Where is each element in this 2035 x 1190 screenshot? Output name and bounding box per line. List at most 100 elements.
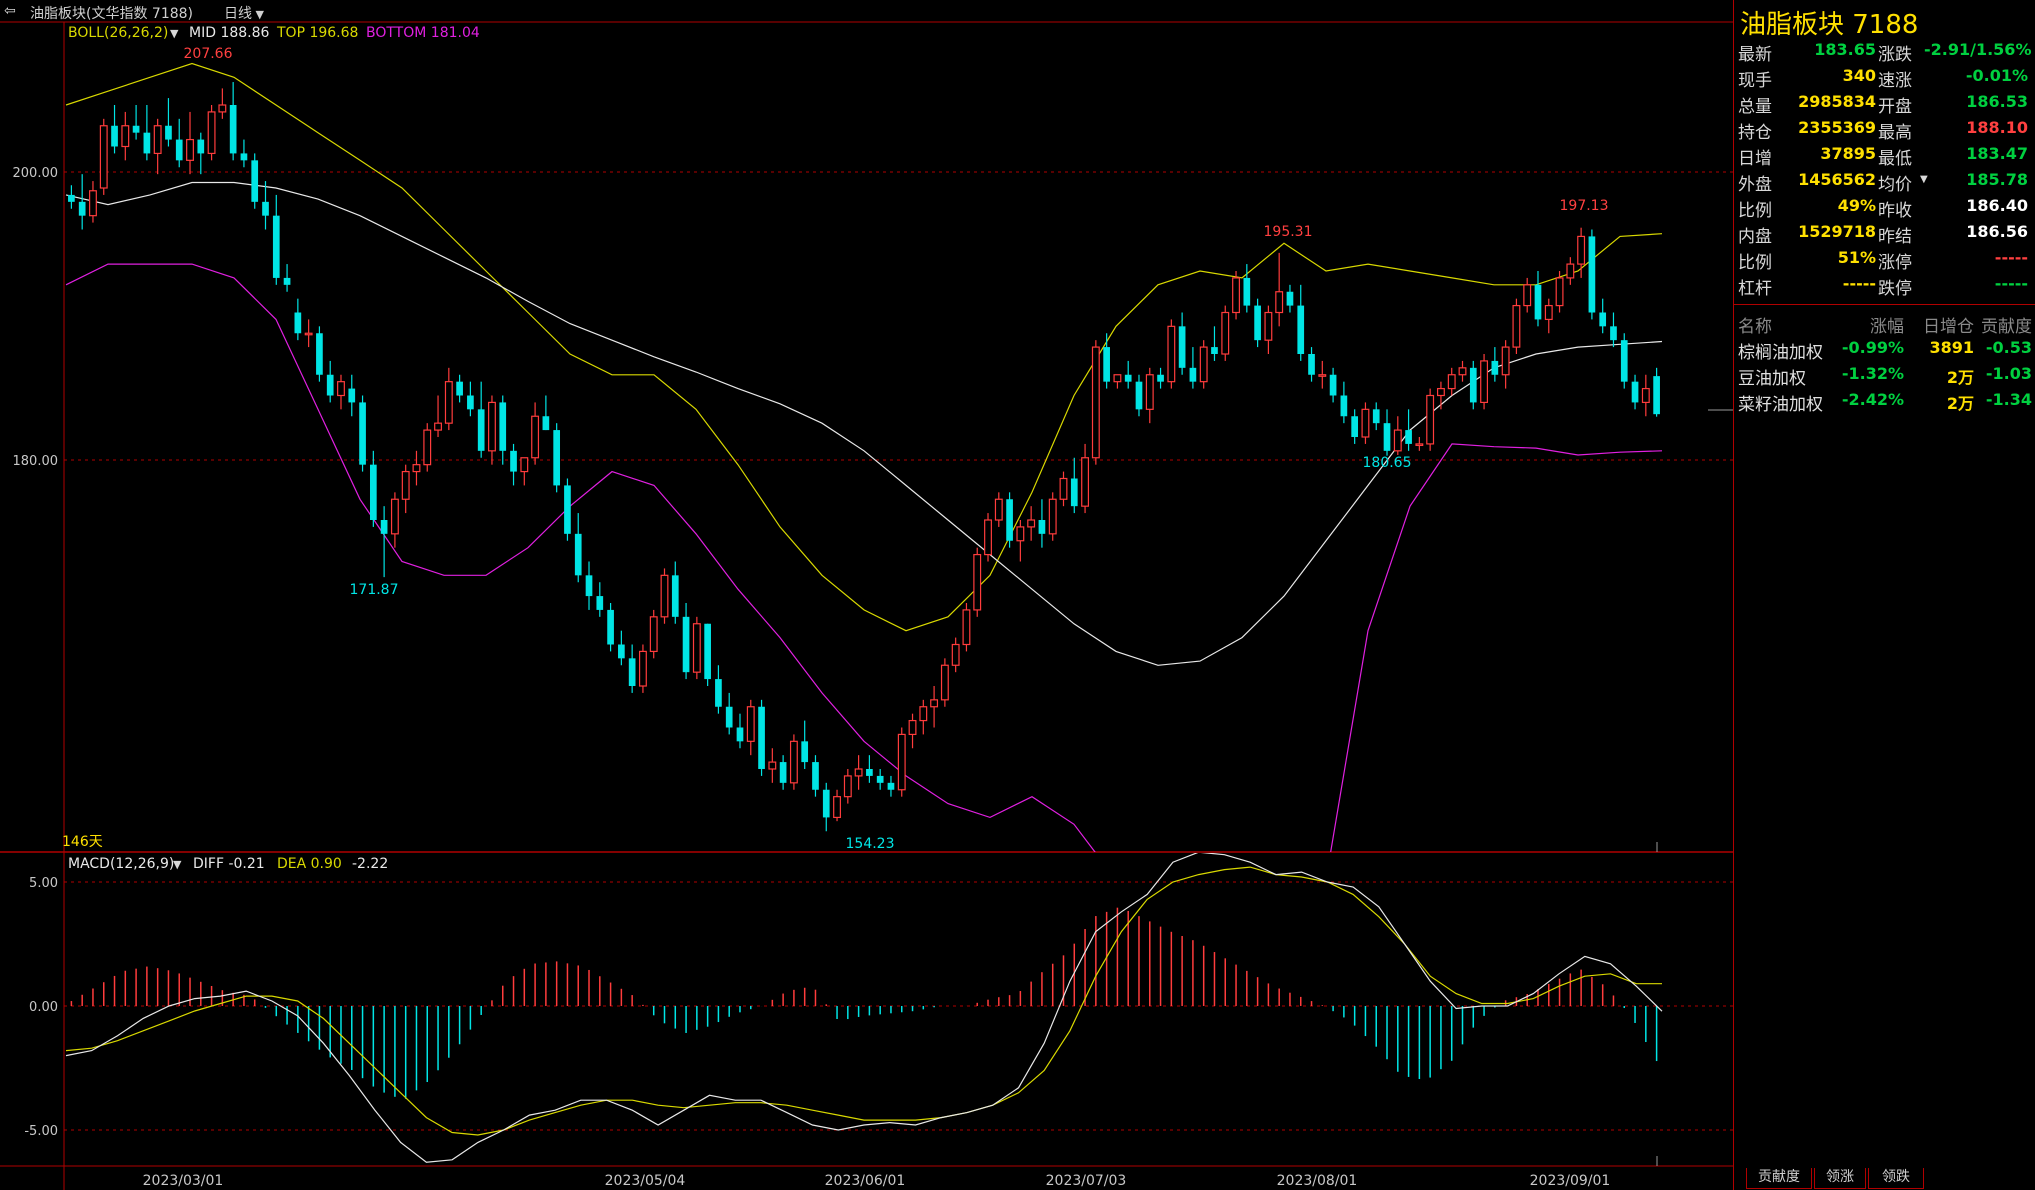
candle: [520, 457, 529, 486]
candle: [908, 713, 917, 749]
candle: [919, 699, 928, 735]
candle: [1351, 409, 1359, 444]
candle: [854, 755, 863, 790]
macd-legend-name[interactable]: MACD(12,26,9): [68, 856, 174, 872]
candle: [1318, 360, 1327, 389]
quote-value: 185.78: [1966, 170, 2028, 189]
candle: [768, 748, 777, 783]
candle: [467, 381, 474, 417]
candle: [369, 450, 377, 527]
macd-lines: [65, 853, 1663, 1163]
marker-high-2: 195.31: [1264, 224, 1313, 240]
chevron-down-icon[interactable]: ▼: [170, 27, 179, 40]
candle: [1383, 409, 1391, 456]
candle: [89, 181, 97, 223]
candle: [1469, 360, 1477, 410]
candle: [132, 105, 140, 140]
quote-label: 最高: [1878, 123, 1912, 143]
boll-legend-name[interactable]: BOLL(26,26,2): [68, 25, 168, 41]
tab-contribution[interactable]: 贡献度: [1746, 1168, 1812, 1189]
candle: [1588, 229, 1596, 320]
candle: [1178, 312, 1186, 375]
candle: [564, 478, 571, 541]
xtick: 2023/08/01: [1277, 1173, 1358, 1189]
period-selector[interactable]: 日线 ▼: [224, 6, 264, 22]
macd-dea-line: [65, 866, 1662, 1136]
quote-label: 最新: [1738, 45, 1772, 65]
candle: [897, 727, 906, 797]
chevron-down-icon[interactable]: ▼: [173, 858, 182, 871]
tab-leading-up[interactable]: 领涨: [1814, 1168, 1866, 1189]
title-bar: ⇦ 油脂板块(文华指数 7188) 日线 ▼: [0, 0, 2035, 22]
quote-value: -----: [1994, 248, 2028, 267]
quote-label: 昨收: [1878, 201, 1912, 221]
candle: [1491, 347, 1499, 382]
quote-title: 油脂板块 7188: [1740, 10, 1919, 40]
candle: [682, 603, 690, 680]
quote-label: 日增: [1738, 149, 1772, 169]
candle: [789, 734, 798, 790]
candle: [207, 105, 216, 161]
back-icon[interactable]: ⇦: [4, 3, 16, 19]
component-name: 豆油加权: [1738, 369, 1806, 389]
candle: [1199, 340, 1208, 389]
candle: [1512, 298, 1521, 354]
chevron-down-icon: ▼: [252, 8, 264, 21]
candle: [531, 402, 540, 465]
candle: [499, 395, 507, 465]
candle: [779, 755, 787, 790]
component-contrib: -1.34: [1985, 390, 2032, 409]
candle: [1059, 471, 1068, 507]
kline-chart[interactable]: 200.00 180.00 5.00 0.00 -5.00 207.66 171…: [0, 0, 1733, 1190]
candle: [1501, 340, 1510, 389]
candle: [1436, 381, 1445, 410]
chevron-down-icon[interactable]: ▼: [1920, 174, 1928, 185]
candle: [984, 513, 992, 562]
macd-ytick-5: 5.00: [29, 876, 58, 891]
quote-value: 1529718: [1798, 222, 1876, 241]
candle: [746, 699, 755, 756]
boll-legend-mid: MID 188.86: [189, 25, 270, 41]
candle: [197, 132, 205, 175]
candle: [628, 644, 636, 693]
candle: [1211, 326, 1218, 361]
candle: [962, 603, 971, 652]
candle: [994, 492, 1003, 527]
candle: [715, 665, 722, 714]
component-header: 涨幅: [1870, 317, 1904, 337]
quote-value: -2.91/1.56%: [1924, 40, 2032, 59]
xtick: 2023/06/01: [825, 1173, 906, 1189]
marker-low-3: 180.65: [1363, 455, 1412, 471]
quote-label: 杠杆: [1738, 279, 1772, 299]
quote-value: 51%: [1837, 248, 1876, 267]
quote-value: 186.56: [1966, 222, 2028, 241]
candle: [973, 547, 982, 617]
component-name: 棕榈油加权: [1738, 343, 1823, 363]
candle: [1286, 284, 1294, 313]
candle: [359, 395, 366, 472]
candle: [1070, 457, 1078, 514]
quote-label: 均价: [1878, 175, 1912, 195]
tab-leading-down[interactable]: 领跌: [1868, 1168, 1924, 1189]
candle: [99, 118, 108, 195]
days-count: 146天: [62, 834, 103, 850]
candles: [68, 82, 1660, 832]
quote-value: 188.10: [1966, 118, 2028, 137]
candle: [801, 720, 809, 769]
candle: [649, 609, 658, 659]
quote-label: 涨跌: [1878, 45, 1912, 65]
candle: [1103, 333, 1110, 389]
boll-mid-line: [65, 181, 1663, 666]
candle: [121, 111, 130, 161]
candle: [401, 464, 410, 514]
candle: [412, 450, 421, 486]
boll-lines: [65, 62, 1663, 852]
quote-label: 开盘: [1878, 97, 1912, 117]
bottom-tabs: 贡献度 领涨 领跌: [1734, 1168, 2035, 1190]
candle: [736, 713, 744, 749]
quote-label: 最低: [1878, 149, 1912, 169]
candle: [78, 174, 86, 230]
candle: [692, 616, 701, 680]
candle: [866, 755, 873, 783]
boll-top-line: [65, 62, 1663, 632]
